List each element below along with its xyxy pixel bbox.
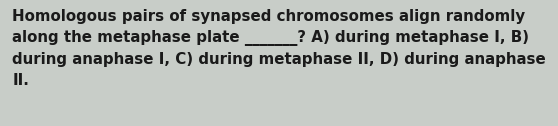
Text: Homologous pairs of synapsed chromosomes align randomly
along the metaphase plat: Homologous pairs of synapsed chromosomes… (12, 9, 546, 88)
